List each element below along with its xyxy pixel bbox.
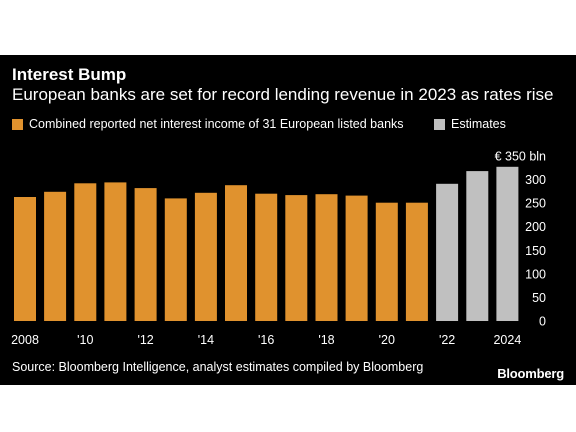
legend-label-reported: Combined reported net interest income of… (29, 117, 404, 131)
bar-reported-2014 (194, 192, 217, 321)
chart-subtitle: European banks are set for record lendin… (12, 85, 554, 104)
x-tick-label: 2024 (493, 333, 521, 347)
y-tick-label: 100 (525, 267, 546, 281)
legend-item-reported: Combined reported net interest income of… (12, 117, 404, 131)
bar-reported-2012 (134, 188, 157, 321)
y-tick-label: 0 (539, 315, 546, 329)
y-tick-label: 250 (525, 197, 546, 211)
bar-reported-2019 (345, 195, 368, 321)
x-tick-label: '14 (198, 333, 214, 347)
x-tick-label: 2008 (11, 333, 39, 347)
bar-chart: 2008 '10 '12 '14 '16 '18 '20 '22 2024 0 50 100 150 20… (11, 150, 546, 348)
y-tick-label: 50 (532, 291, 546, 305)
bar-reported-2009 (44, 191, 67, 321)
legend-label-estimates: Estimates (451, 117, 506, 131)
y-tick-label: 300 (525, 173, 546, 187)
bar-reported-2013 (164, 198, 187, 321)
x-tick-label: '12 (137, 333, 153, 347)
x-tick-label: '16 (258, 333, 274, 347)
bar-reported-2021 (405, 202, 428, 321)
bar-reported-2020 (375, 202, 398, 321)
legend-swatch-reported (12, 118, 23, 130)
bar-estimate-2022 (436, 183, 459, 321)
chart-title: Interest Bump (12, 65, 127, 84)
bar-reported-2015 (225, 185, 247, 321)
bloomberg-logo: Bloomberg (497, 366, 564, 381)
bar-reported-2018 (315, 194, 338, 321)
bar-reported-2010 (74, 183, 97, 321)
y-tick-label: € 350 bln (495, 150, 546, 164)
bar-reported-2008 (14, 197, 36, 321)
x-tick-label: '10 (77, 333, 93, 347)
y-tick-label: 200 (525, 220, 546, 234)
bar-estimate-2023 (466, 171, 489, 321)
y-tick-label: 150 (525, 244, 546, 258)
x-tick-label: '22 (439, 333, 455, 347)
bar-reported-2017 (285, 195, 308, 321)
bar-reported-2016 (255, 193, 278, 321)
legend-item-estimates: Estimates (434, 117, 506, 131)
bar-reported-2011 (104, 182, 127, 321)
x-tick-label: '18 (318, 333, 334, 347)
source-note: Source: Bloomberg Intelligence, analyst … (12, 360, 424, 374)
chart-panel: Interest Bump European banks are set for… (0, 55, 576, 385)
bar-estimate-2024 (496, 166, 519, 321)
legend-swatch-estimates (434, 118, 445, 130)
x-tick-label: '20 (379, 333, 395, 347)
